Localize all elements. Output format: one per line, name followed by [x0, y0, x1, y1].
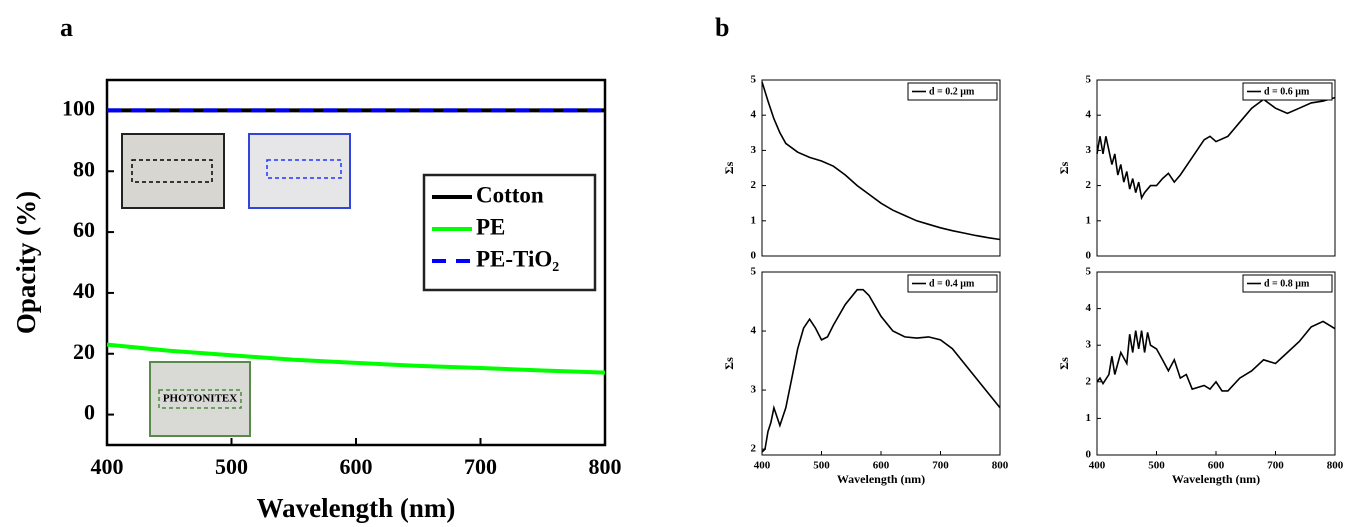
x-tick-label: 600 [873, 460, 890, 472]
photo-region [266, 159, 342, 179]
series-line [761, 288, 1001, 453]
y-axis-label: Opacity (%) [11, 191, 41, 334]
y-tick-label: 4 [751, 109, 757, 121]
x-axis-label: Wavelength (nm) [257, 493, 456, 523]
x-tick-label: 700 [1267, 460, 1284, 472]
y-tick-label: 2 [751, 443, 757, 455]
plot-area [761, 79, 1001, 257]
x-tick-label: 700 [464, 454, 497, 479]
x-tick-label: 400 [754, 460, 771, 472]
y-axis-label: Σs [1057, 161, 1071, 174]
y-tick-label: 4 [1086, 109, 1092, 121]
x-tick-label: 800 [1327, 460, 1344, 472]
y-tick-label: 3 [751, 384, 757, 396]
x-tick-label: 500 [813, 460, 830, 472]
legend-box [1242, 82, 1333, 101]
legend-label: PE [476, 214, 505, 239]
annotation: PHOTONITEX [163, 393, 237, 405]
y-tick-label: 4 [751, 325, 757, 337]
x-tick-label: 600 [340, 454, 373, 479]
y-tick-label: 1 [1086, 412, 1092, 424]
y-tick-label: 3 [751, 144, 757, 156]
plot-area [761, 271, 1001, 456]
y-tick-label: 5 [751, 74, 757, 86]
photo-region [158, 389, 242, 409]
y-tick-label: 5 [1086, 266, 1092, 278]
y-tick-label: 2 [1086, 179, 1092, 191]
y-tick-label: 60 [73, 217, 95, 242]
legend-box [907, 274, 998, 293]
legend-box [1242, 274, 1333, 293]
y-axis-label: Σs [722, 357, 736, 370]
x-tick-label: 600 [1208, 460, 1225, 472]
x-tick-label: 700 [932, 460, 949, 472]
legend-label: d = 0.8 µm [1264, 278, 1310, 289]
x-tick-label: 500 [215, 454, 248, 479]
y-tick-label: 1 [1086, 214, 1092, 226]
photo-region [131, 159, 213, 183]
y-tick-label: 5 [1086, 74, 1092, 86]
y-tick-label: 2 [1086, 375, 1092, 387]
y-tick-label: 3 [1086, 144, 1092, 156]
y-tick-label: 40 [73, 278, 95, 303]
legend-box [907, 82, 998, 101]
y-tick-label: 4 [1086, 302, 1092, 314]
y-tick-label: 5 [751, 266, 757, 278]
y-tick-label: 1 [751, 214, 757, 226]
y-tick-label: 3 [1086, 339, 1092, 351]
x-tick-label: 400 [1089, 460, 1106, 472]
y-axis-label: Σs [1057, 357, 1071, 370]
x-tick-label: 400 [91, 454, 124, 479]
legend-label: PE-TiO₂ [476, 246, 559, 271]
photo-pe-tio2 [248, 133, 351, 209]
legend-label: d = 0.6 µm [1264, 86, 1310, 97]
y-tick-label: 20 [73, 339, 95, 364]
series-line [106, 342, 606, 375]
panel-label: a [60, 13, 73, 42]
photo-cotton [121, 133, 225, 209]
inset-photos [121, 133, 351, 437]
legend-label: d = 0.4 µm [929, 278, 975, 289]
plot-area [1096, 79, 1336, 257]
plot-area [1096, 271, 1336, 456]
x-tick-label: 800 [992, 460, 1009, 472]
x-axis-label: Wavelength (nm) [837, 472, 925, 486]
legend-label: Cotton [476, 182, 544, 207]
y-axis-label: Σs [722, 161, 736, 174]
y-tick-label: 80 [73, 156, 95, 181]
photo-pe [149, 361, 251, 437]
x-axis-label: Wavelength (nm) [1172, 472, 1260, 486]
y-tick-label: 0 [1086, 250, 1092, 262]
series-line [1096, 320, 1336, 392]
x-tick-label: 500 [1148, 460, 1165, 472]
y-tick-label: 2 [751, 179, 757, 191]
y-tick-label: 0 [751, 250, 757, 262]
legend-label: d = 0.2 µm [929, 86, 975, 97]
x-tick-label: 800 [589, 454, 622, 479]
y-tick-label: 100 [62, 95, 95, 120]
y-tick-label: 0 [84, 400, 95, 425]
legend-box [422, 173, 597, 292]
panel-label: b [715, 13, 729, 42]
series-line [761, 81, 1001, 241]
y-tick-label: 0 [1086, 449, 1092, 461]
